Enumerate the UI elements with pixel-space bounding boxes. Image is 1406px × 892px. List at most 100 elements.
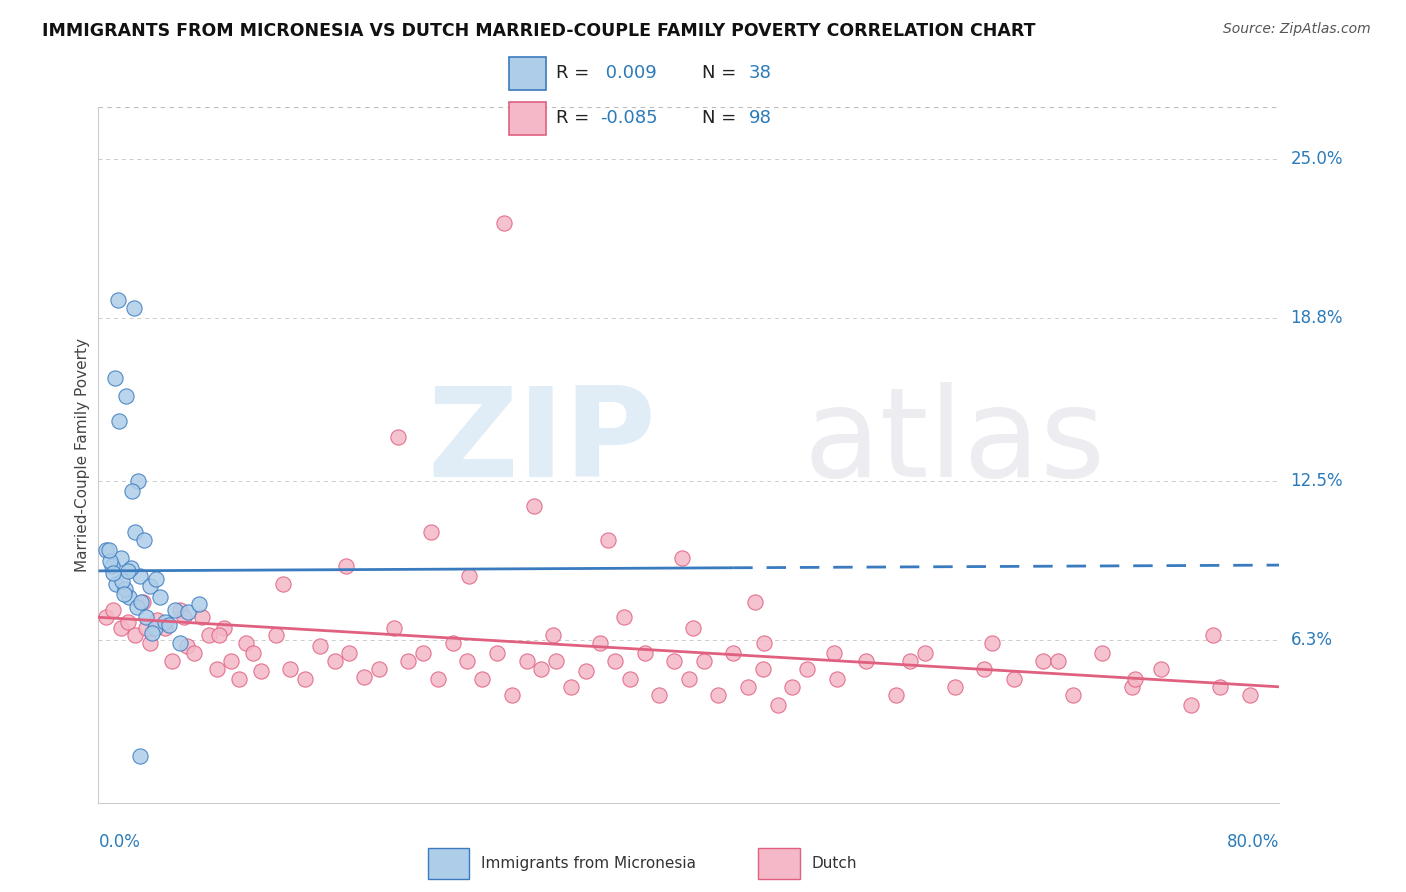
Point bbox=[169, 602, 191, 616]
Point bbox=[782, 680, 804, 694]
Point bbox=[458, 569, 481, 583]
Point bbox=[294, 672, 316, 686]
Point bbox=[219, 654, 243, 668]
Point bbox=[132, 595, 155, 609]
Point bbox=[664, 654, 686, 668]
Text: N =: N = bbox=[702, 110, 741, 128]
Point bbox=[128, 749, 150, 764]
Text: 6.3%: 6.3% bbox=[1291, 632, 1333, 649]
Text: R =: R = bbox=[557, 64, 596, 82]
Point bbox=[900, 654, 922, 668]
Point bbox=[1150, 662, 1173, 676]
Point bbox=[619, 672, 641, 686]
Point bbox=[104, 370, 127, 384]
Point bbox=[396, 654, 419, 668]
Point bbox=[682, 621, 704, 635]
Point bbox=[107, 293, 129, 308]
Point bbox=[1180, 698, 1202, 712]
Point bbox=[1046, 654, 1069, 668]
Point bbox=[309, 639, 332, 653]
Point bbox=[501, 688, 523, 702]
Point bbox=[943, 680, 966, 694]
Point bbox=[118, 590, 141, 604]
Point bbox=[141, 625, 163, 640]
Point bbox=[145, 572, 167, 586]
Text: R =: R = bbox=[557, 110, 596, 128]
Text: Dutch: Dutch bbox=[811, 855, 858, 871]
Y-axis label: Married-Couple Family Poverty: Married-Couple Family Poverty bbox=[75, 338, 90, 572]
Point bbox=[737, 680, 759, 694]
Point bbox=[1239, 688, 1261, 702]
Point bbox=[108, 414, 131, 428]
Point bbox=[135, 621, 157, 635]
Text: 25.0%: 25.0% bbox=[1291, 150, 1343, 168]
Point bbox=[139, 636, 162, 650]
FancyBboxPatch shape bbox=[427, 848, 470, 879]
Point bbox=[751, 662, 773, 676]
Point bbox=[94, 543, 117, 558]
Point bbox=[1091, 646, 1114, 660]
Point bbox=[1032, 654, 1054, 668]
Point bbox=[110, 621, 132, 635]
Point bbox=[139, 579, 162, 593]
Point bbox=[235, 636, 257, 650]
Point bbox=[271, 576, 294, 591]
Point bbox=[973, 662, 995, 676]
Point bbox=[98, 553, 121, 567]
Point bbox=[671, 551, 693, 566]
Point bbox=[242, 646, 264, 660]
Point bbox=[471, 672, 494, 686]
Point bbox=[980, 636, 1002, 650]
Point bbox=[117, 564, 139, 578]
Text: 0.0%: 0.0% bbox=[98, 833, 141, 851]
Point bbox=[177, 605, 200, 619]
Point bbox=[1002, 672, 1025, 686]
Point bbox=[120, 561, 142, 575]
Text: ZIP: ZIP bbox=[427, 382, 655, 502]
Point bbox=[117, 615, 139, 630]
Point bbox=[94, 610, 117, 624]
Point bbox=[766, 698, 789, 712]
Point bbox=[149, 590, 172, 604]
Text: 80.0%: 80.0% bbox=[1227, 833, 1279, 851]
Point bbox=[122, 301, 145, 315]
Point bbox=[382, 621, 405, 635]
Text: Immigrants from Micronesia: Immigrants from Micronesia bbox=[481, 855, 696, 871]
Point bbox=[114, 582, 136, 596]
Point bbox=[198, 628, 221, 642]
Point bbox=[323, 654, 346, 668]
Point bbox=[648, 688, 671, 702]
Point bbox=[112, 587, 135, 601]
Point bbox=[368, 662, 391, 676]
Point bbox=[914, 646, 936, 660]
Point bbox=[353, 669, 375, 683]
Point bbox=[208, 628, 231, 642]
Point bbox=[157, 618, 180, 632]
Point bbox=[228, 672, 250, 686]
Point bbox=[707, 688, 730, 702]
Text: 18.8%: 18.8% bbox=[1291, 310, 1343, 327]
Point bbox=[124, 525, 146, 540]
Point bbox=[187, 598, 209, 612]
FancyBboxPatch shape bbox=[509, 102, 547, 135]
Point bbox=[530, 662, 553, 676]
FancyBboxPatch shape bbox=[758, 848, 800, 879]
Point bbox=[427, 672, 450, 686]
Point bbox=[124, 628, 146, 642]
Point bbox=[1209, 680, 1232, 694]
Point bbox=[134, 533, 156, 547]
Point bbox=[121, 483, 143, 498]
Point bbox=[693, 654, 716, 668]
Point bbox=[516, 654, 538, 668]
Point bbox=[205, 662, 228, 676]
Point bbox=[589, 636, 612, 650]
Point bbox=[613, 610, 636, 624]
Point bbox=[191, 610, 214, 624]
Text: 12.5%: 12.5% bbox=[1291, 472, 1343, 490]
Point bbox=[574, 665, 596, 679]
Point bbox=[1202, 628, 1225, 642]
Text: IMMIGRANTS FROM MICRONESIA VS DUTCH MARRIED-COUPLE FAMILY POVERTY CORRELATION CH: IMMIGRANTS FROM MICRONESIA VS DUTCH MARR… bbox=[42, 22, 1036, 40]
Point bbox=[456, 654, 478, 668]
Point bbox=[105, 576, 128, 591]
Point bbox=[486, 646, 509, 660]
